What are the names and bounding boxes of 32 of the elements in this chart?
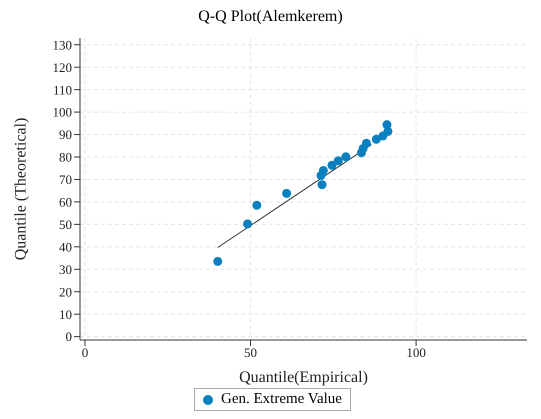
y-tick-label: 80 [59,150,72,165]
y-tick-label: 90 [59,127,72,142]
y-tick-label: 40 [59,239,72,254]
point [282,188,292,198]
point [334,156,343,166]
point [318,166,328,175]
point [243,219,252,228]
x-tick-label: 0 [82,345,88,360]
y-tick-label: 0 [66,329,72,344]
point [362,138,371,148]
y-tick-label: 10 [59,306,72,322]
y-tick-label: 100 [52,104,72,120]
y-tick-label: 120 [52,60,72,75]
point [252,200,262,210]
point [327,160,336,170]
point [318,180,327,190]
chart-title: Q-Q Plot(Alemkerem) [197,8,344,27]
x-axis-title: Quantile(Empirical) [239,369,368,386]
x-tick-label: 50 [244,345,258,360]
y-tick-label: 50 [59,216,72,232]
y-tick-label: 130 [52,37,72,52]
y-tick-label: 110 [52,82,72,98]
x-tick-label: 100 [406,345,426,360]
point [341,152,350,162]
legend-label: Gen. Extreme Value [220,391,342,408]
y-tick-label: 20 [59,284,72,300]
y-tick-label: 60 [59,194,72,210]
point [382,120,392,130]
point [213,256,222,266]
y-tick-label: 30 [59,262,72,277]
y-tick-label: 70 [59,172,72,188]
y-axis-title: Quantile (Theoretical) [12,118,30,260]
